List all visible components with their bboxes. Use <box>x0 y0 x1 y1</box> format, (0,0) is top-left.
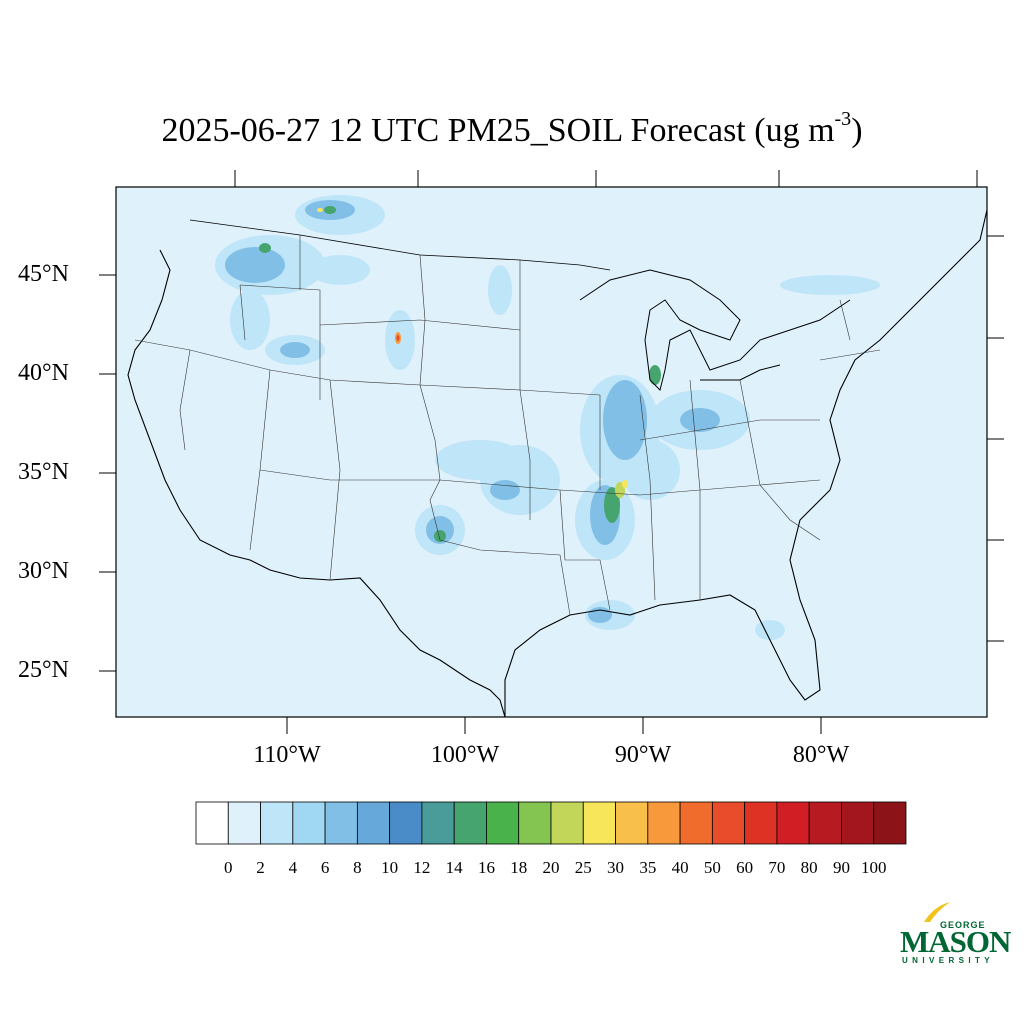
lat-label-35n: 35°N <box>18 459 69 485</box>
colorbar-swatch <box>324 801 358 845</box>
bottom-ticks <box>286 717 822 734</box>
lat-label-45n: 45°N <box>18 261 69 287</box>
colorbar-swatch <box>776 801 810 845</box>
lon-label-80w: 80°W <box>792 742 850 768</box>
top-ticks <box>234 170 978 187</box>
colorbar-swatch <box>647 801 681 845</box>
colorbar-swatch <box>808 801 842 845</box>
colorbar-swatch <box>744 801 778 845</box>
colorbar-tick-label: 0 <box>224 858 233 877</box>
logo-mason-text: MASON <box>900 924 1011 959</box>
colorbar-tick-label: 14 <box>445 858 463 877</box>
colorbar-swatch <box>486 801 520 845</box>
colorbar-tick-label: 25 <box>574 858 592 877</box>
colorbar-swatch <box>518 801 552 845</box>
lat-label-25n: 25°N <box>18 657 69 683</box>
colorbar-tick-label: 6 <box>320 858 330 877</box>
lon-label-100w: 100°W <box>430 742 500 768</box>
colorbar-swatch <box>711 801 746 845</box>
colorbar-swatch <box>260 801 294 845</box>
colorbar-swatch <box>453 801 487 845</box>
colorbar <box>195 801 907 845</box>
left-ticks <box>99 274 116 672</box>
colorbar-tick-label: 2 <box>256 858 265 877</box>
colorbar-swatch <box>550 801 584 845</box>
map-title: 2025-06-27 12 UTC PM25_SOIL Forecast (ug… <box>0 108 1024 150</box>
colorbar-tick-label: 18 <box>510 858 528 877</box>
colorbar-swatch <box>679 801 713 845</box>
great-lakes <box>579 269 851 391</box>
lat-label-40n: 40°N <box>18 360 69 386</box>
gulf-coastline <box>504 209 987 717</box>
colorbar-swatch <box>615 801 649 845</box>
concentration-field <box>215 195 880 640</box>
gmu-logo: GEORGE MASON UNIVERSITY <box>900 900 1011 970</box>
colorbar-tick-label: 90 <box>832 858 850 877</box>
colorbar-tick-label: 20 <box>542 858 560 877</box>
colorbar-tick-label: 50 <box>703 858 721 877</box>
map-title-main: 2025-06-27 12 UTC PM25_SOIL Forecast (ug… <box>161 112 835 149</box>
coastline <box>127 249 506 717</box>
colorbar-tick-label: 100 <box>860 858 887 877</box>
colorbar-swatch <box>389 801 423 845</box>
colorbar-tick-label: 35 <box>639 858 657 877</box>
colorbar-swatch <box>873 801 907 845</box>
colorbar-tick-label: 12 <box>413 858 431 877</box>
colorbar-tick-label: 16 <box>477 858 495 877</box>
colorbar-tick-label: 4 <box>288 858 298 877</box>
canada-border <box>189 219 611 271</box>
map-title-exponent: -3 <box>834 108 852 130</box>
lon-label-110w: 110°W <box>253 742 321 768</box>
colorbar-swatch <box>841 801 875 845</box>
colorbar-swatch <box>292 801 326 845</box>
right-ticks <box>987 235 1004 642</box>
colorbar-tick-label: 10 <box>381 858 399 877</box>
colorbar-tick-label: 80 <box>800 858 818 877</box>
colorbar-swatch <box>356 801 391 845</box>
state-boundaries <box>134 235 881 616</box>
map-title-close: ) <box>851 112 863 149</box>
colorbar-tick-label: 8 <box>353 858 362 877</box>
colorbar-swatch <box>421 801 455 845</box>
map-frame <box>115 186 988 718</box>
logo-swoosh-icon <box>924 902 950 922</box>
colorbar-swatch <box>582 801 616 845</box>
concentration-field-high <box>259 206 661 542</box>
logo-university-text: UNIVERSITY <box>902 956 995 965</box>
logo-george-text: GEORGE <box>940 920 986 930</box>
colorbar-tick-label: 70 <box>768 858 786 877</box>
colorbar-swatch <box>227 801 261 845</box>
colorbar-tick-label: 40 <box>671 858 689 877</box>
colorbar-tick-label: 60 <box>736 858 754 877</box>
colorbar-tick-label: 30 <box>607 858 625 877</box>
lat-label-30n: 30°N <box>18 558 69 584</box>
lon-label-90w: 90°W <box>614 742 672 768</box>
colorbar-swatch <box>195 801 229 845</box>
